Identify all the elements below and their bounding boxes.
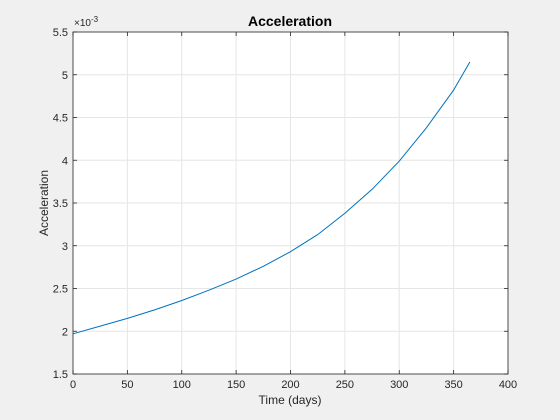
series-layer (72, 61, 471, 335)
x-tick-label: 150 (227, 379, 245, 391)
x-tick-label: 250 (336, 379, 354, 391)
x-tick-label: 200 (281, 379, 299, 391)
x-tick-label: 50 (121, 379, 133, 391)
y-tick-label: 3 (62, 241, 68, 253)
y-exponent-power: -3 (91, 15, 99, 24)
y-tick-label: 5.5 (53, 27, 68, 39)
y-exponent-label: ×10-3 (74, 15, 99, 29)
x-axis-label: Time (days) (259, 393, 322, 407)
x-tick-label: 300 (390, 379, 408, 391)
y-tick-label: 5 (62, 70, 68, 82)
y-exponent-base: ×10 (74, 18, 91, 29)
x-tick-label: 100 (173, 379, 191, 391)
y-axis-label: Acceleration (37, 170, 51, 236)
x-tick-label: 400 (499, 379, 517, 391)
x-tick-label: 350 (444, 379, 462, 391)
series-line (72, 61, 471, 335)
y-tick-label: 1.5 (53, 369, 68, 381)
x-tick-labels: 0 50 100 150 200 250 300 350 400 (70, 379, 517, 391)
chart-title: Acceleration (248, 13, 332, 29)
y-tick-label: 2.5 (53, 284, 68, 296)
x-tick-label: 0 (70, 379, 76, 391)
ticks (72, 31, 509, 375)
y-tick-label: 3.5 (53, 198, 68, 210)
y-tick-labels: 1.5 2 2.5 3 3.5 4 4.5 5 5.5 (53, 27, 68, 381)
y-tick-label: 4.5 (53, 113, 68, 125)
y-tick-label: 4 (62, 155, 68, 167)
y-tick-label: 2 (62, 326, 68, 338)
